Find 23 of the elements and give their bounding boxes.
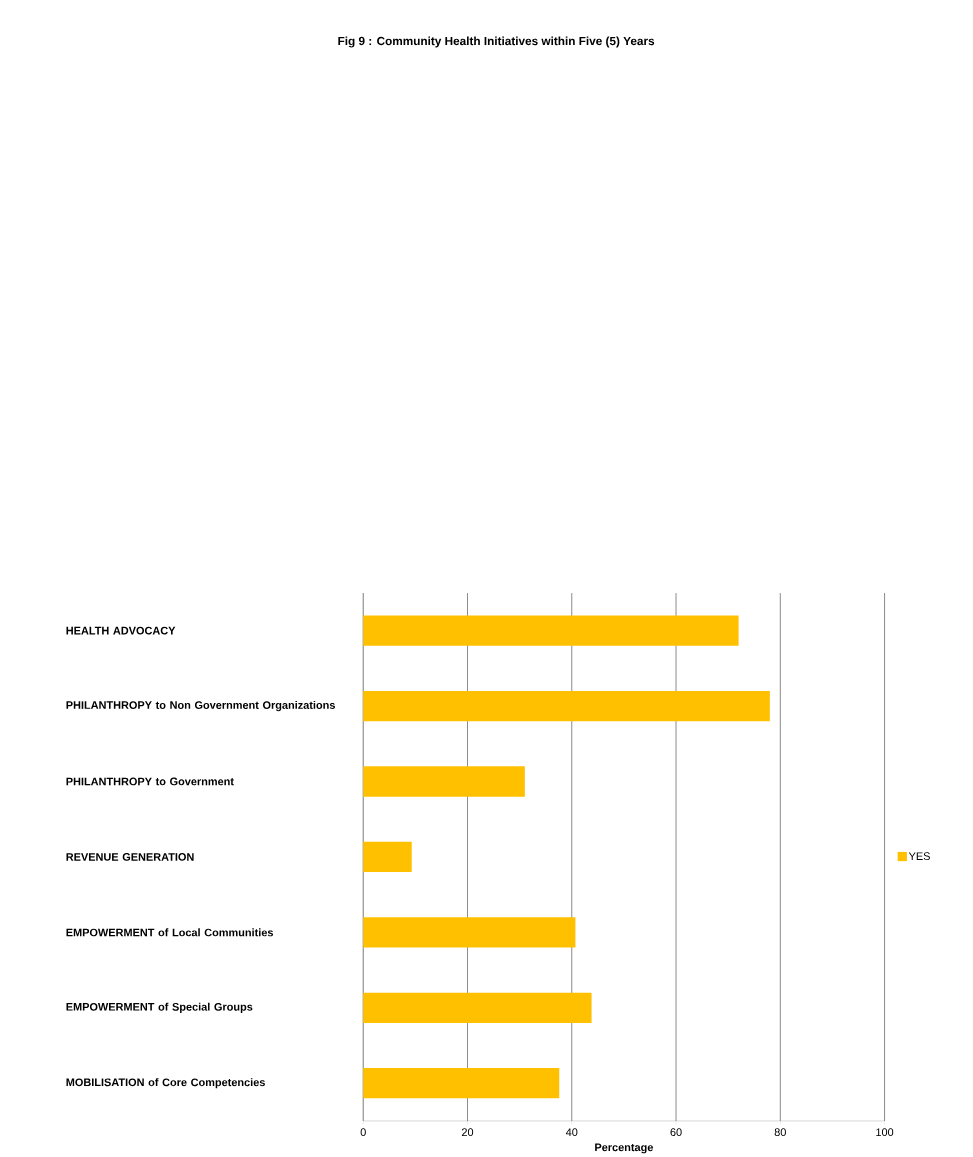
bar [363,841,412,873]
bar [363,917,576,948]
bar [363,690,770,722]
x-tick-label: 80 [774,1128,787,1137]
y-tick-label: HEALTH ADVOCACY [66,626,176,635]
x-tick-label: 20 [462,1128,474,1137]
x-tick-label: 60 [670,1128,682,1137]
x-tick-label: 40 [566,1128,578,1137]
bar [363,615,739,646]
x-tick-label: 0 [360,1128,366,1137]
y-tick-label: REVENUE GENERATION [66,853,194,861]
legend-label: YES [908,852,931,861]
chart-title: Fig 9 : Community Health Initiatives within Five (5) Years [338,36,655,48]
bar [363,992,592,1023]
x-axis-title: Percentage [595,1143,654,1154]
y-tick-label: PHILANTHROPY to Government [66,777,234,786]
y-tick-label: PHILANTHROPY to Non Government Organizations [66,700,336,712]
y-tick-label: EMPOWERMENT of Special Groups [66,1002,253,1013]
y-tick-label: EMPOWERMENT of Local Communities [66,928,274,937]
bar [363,1068,560,1099]
y-tick-label: MOBILISATION of Core Competencies [66,1078,265,1089]
bar [363,766,525,797]
x-tick-label: 100 [876,1128,894,1137]
